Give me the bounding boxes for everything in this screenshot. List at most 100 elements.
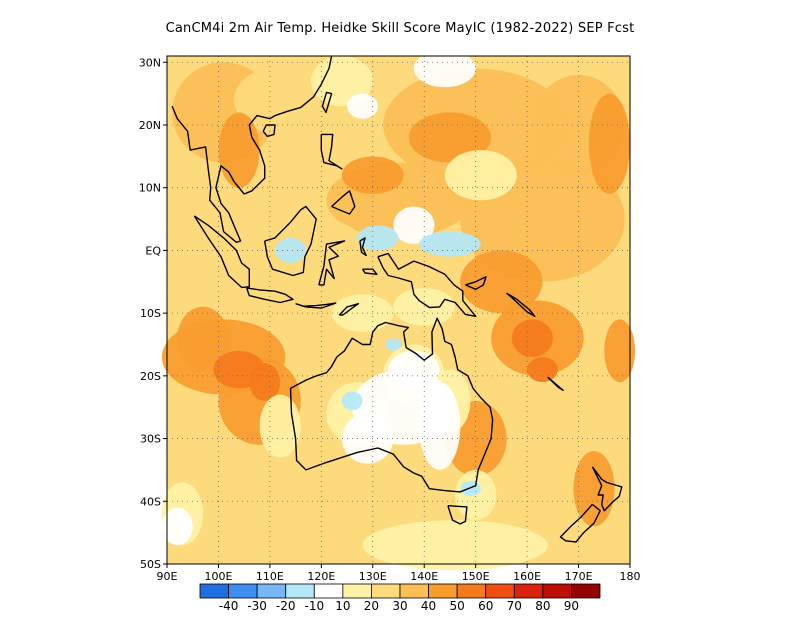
skill-patch [408, 112, 492, 163]
colorbar-swatch [542, 583, 572, 599]
skill-patch [413, 49, 476, 88]
tasmania-coast [447, 505, 468, 525]
lat-tick-label: 10S [140, 307, 161, 320]
longitude-ticks: 90E 100E 110E 120E 130E 140E 150E 160E 170E 180 [157, 564, 641, 583]
colorbar-swatch [285, 583, 315, 599]
skill-patch [357, 225, 399, 251]
colorbar-swatch [485, 583, 515, 599]
lat-tick-label: 30S [140, 433, 161, 446]
new-guinea-coast [377, 252, 477, 317]
colorbar-label: -10 [304, 599, 324, 613]
luzon-coast [320, 133, 343, 170]
lon-tick-label: 170E [565, 570, 593, 583]
skill-patch [385, 338, 402, 351]
colorbar-swatch [256, 583, 287, 599]
lat-tick-label: 10N [139, 182, 161, 195]
colorbar-label: 50 [449, 599, 464, 613]
colorbar-swatch [571, 583, 601, 599]
new-caledonia-coast [547, 376, 564, 391]
lat-tick-label: 30N [139, 56, 161, 69]
colorbar-swatch [428, 583, 458, 599]
skill-patch [249, 363, 281, 401]
skill-patch [341, 156, 404, 194]
lat-lon-grid [167, 56, 630, 564]
lesser-sunda-coast [295, 302, 337, 309]
lon-tick-label: 100E [204, 570, 232, 583]
skill-patch [444, 150, 517, 201]
colorbar-label: 90 [564, 599, 579, 613]
colorbar-label: 30 [392, 599, 407, 613]
skill-patch [388, 350, 440, 389]
coastlines [171, 55, 623, 543]
colorbar-label: 70 [507, 599, 522, 613]
map-frame [166, 55, 631, 565]
colorbar-label: 40 [421, 599, 436, 613]
hainan-coast [262, 124, 276, 137]
new-britain-coast [465, 276, 487, 290]
skill-patch [177, 306, 229, 370]
skill-patch [259, 394, 301, 458]
skill-patch [161, 507, 193, 546]
skill-patch [604, 319, 636, 383]
lon-tick-label: 140E [410, 570, 438, 583]
colorbar-swatch [342, 583, 372, 599]
solomon-islands-coast [506, 292, 536, 317]
new-zealand-north-coast [591, 466, 623, 512]
skill-patch [362, 520, 548, 571]
colorbar-label: 20 [364, 599, 379, 613]
lat-tick-label: 20S [140, 370, 161, 383]
skill-patch [341, 391, 363, 411]
skill-patch [460, 250, 543, 314]
colorbar-swatch [371, 583, 401, 599]
skill-patch [527, 357, 558, 383]
colorbar-label: 80 [535, 599, 550, 613]
australia-coast [289, 317, 494, 493]
colorbar-swatch [313, 583, 344, 599]
colorbar-swatch [456, 583, 487, 599]
skill-patch [393, 206, 435, 245]
lat-tick-label: 40S [140, 495, 161, 508]
skill-patch [419, 231, 481, 257]
seram-coast [361, 268, 378, 275]
skill-patch [588, 93, 631, 194]
java-coast [246, 287, 294, 304]
colorbar-label: 10 [335, 599, 350, 613]
lon-tick-label: 180 [620, 570, 641, 583]
colorbar-label: 60 [478, 599, 493, 613]
skill-patch [460, 481, 481, 497]
borneo-coast [264, 205, 317, 277]
map-title: CanCM4i 2m Air Temp. Heidke Skill Score … [165, 21, 635, 36]
skill-patch [419, 382, 461, 470]
skill-field [161, 49, 636, 571]
colorbar-swatch [513, 583, 544, 599]
lon-tick-label: 160E [513, 570, 541, 583]
colorbar-label: -40 [219, 599, 239, 613]
colorbar: -40 -30 -20 -10 10 20 30 40 50 60 70 80 90 [199, 583, 601, 613]
colorbar-label: -20 [276, 599, 296, 613]
lon-tick-label: 120E [307, 570, 335, 583]
lon-tick-label: 110E [256, 570, 284, 583]
skill-patch [218, 112, 260, 188]
lat-tick-label: EQ [145, 244, 161, 257]
colorbar-swatch [199, 583, 229, 599]
colorbar-swatch [399, 583, 429, 599]
lon-tick-label: 130E [359, 570, 387, 583]
skill-patch [573, 451, 615, 527]
colorbar-label: -30 [247, 599, 267, 613]
sumatra-coast [193, 215, 250, 289]
new-zealand-south-coast [559, 503, 601, 543]
latitude-ticks: 30N 20N 10N EQ 10S 20S 30S 40S 50S [139, 56, 167, 571]
halmahera-coast [359, 237, 367, 257]
lon-tick-label: 90E [157, 570, 178, 583]
skill-patch [177, 513, 384, 565]
mindanao-coast [331, 190, 356, 215]
colorbar-swatch [228, 583, 258, 599]
timor-coast [338, 303, 360, 316]
skill-patch [511, 319, 553, 358]
lat-tick-label: 50S [140, 558, 161, 571]
lon-tick-label: 150E [462, 570, 490, 583]
taiwan-coast [321, 91, 333, 114]
skill-patch [347, 93, 378, 119]
lat-tick-label: 20N [139, 119, 161, 132]
